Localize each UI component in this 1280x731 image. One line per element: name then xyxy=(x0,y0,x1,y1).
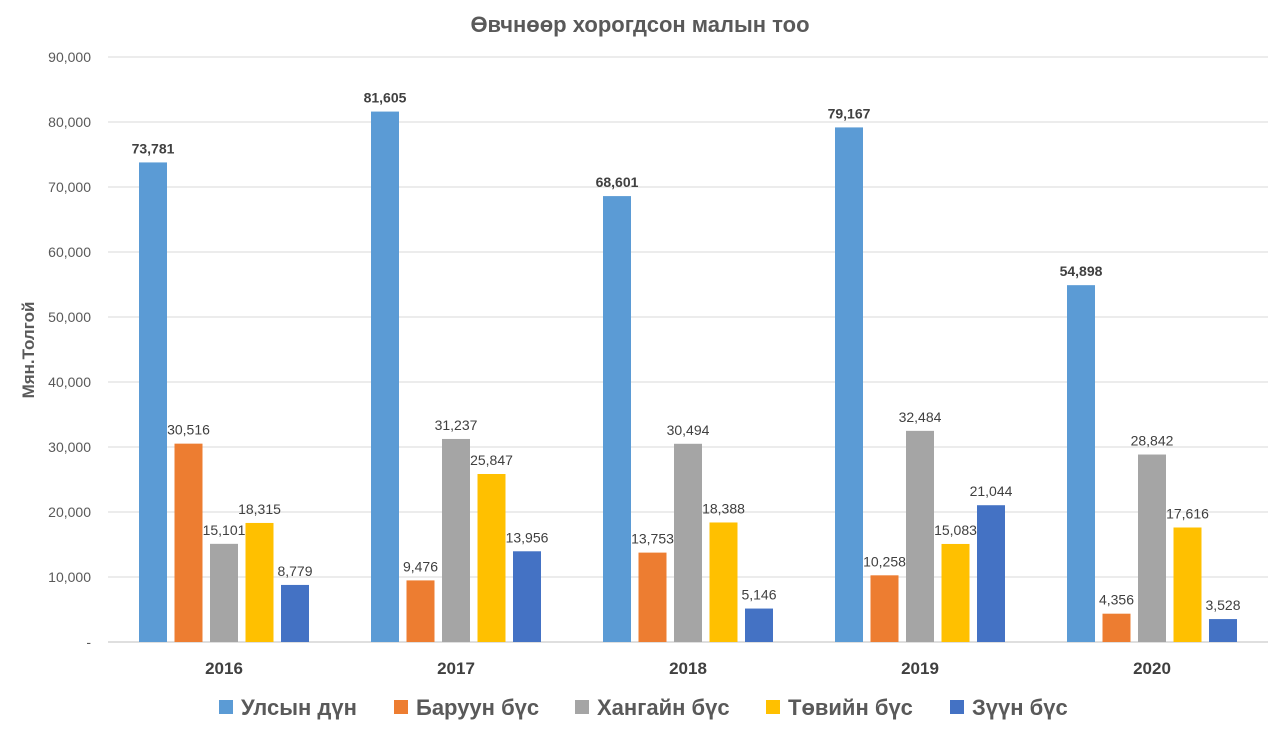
y-axis-label: Мян.Толгой xyxy=(19,302,38,399)
data-label: 30,516 xyxy=(167,422,210,438)
legend-swatch xyxy=(575,700,589,714)
bar xyxy=(1067,285,1095,642)
bar xyxy=(941,543,970,642)
legend-label: Зүүн бүс xyxy=(972,695,1068,720)
x-tick-label: 2016 xyxy=(205,659,243,678)
bar xyxy=(674,443,702,642)
bar xyxy=(870,575,899,642)
y-tick-label: 50,000 xyxy=(48,309,91,325)
data-label: 13,753 xyxy=(631,531,674,547)
data-label: 30,494 xyxy=(667,422,710,438)
data-label: 15,101 xyxy=(203,522,246,538)
x-tick-label: 2017 xyxy=(437,659,475,678)
chart-title: Өвчнөөр хорогдсон малын тоо xyxy=(470,12,809,37)
bar xyxy=(210,543,238,642)
bar xyxy=(977,505,1005,642)
bars xyxy=(139,111,1237,643)
bar xyxy=(1138,454,1166,642)
data-label: 9,476 xyxy=(403,558,438,574)
x-axis-ticks: 2016 2017 2018 2019 2020 xyxy=(205,659,1171,678)
y-tick-label: 20,000 xyxy=(48,504,91,520)
bar xyxy=(371,111,399,642)
data-label: 81,605 xyxy=(364,90,407,106)
data-label: 5,146 xyxy=(741,587,776,603)
y-tick-label: 30,000 xyxy=(48,439,91,455)
bar xyxy=(442,438,470,642)
bar xyxy=(835,127,863,643)
y-axis-ticks: - 10,000 20,000 30,000 40,000 50,000 60,000 70,… xyxy=(48,49,91,650)
data-label: 25,847 xyxy=(470,452,513,468)
y-tick-label: 60,000 xyxy=(48,244,91,260)
data-label: 18,315 xyxy=(238,501,281,517)
data-label: 79,167 xyxy=(828,105,871,121)
bar xyxy=(906,430,934,642)
data-label: 15,083 xyxy=(934,522,977,538)
bar xyxy=(709,522,738,642)
legend-swatch xyxy=(950,700,964,714)
y-tick-label: 90,000 xyxy=(48,49,91,65)
data-label: 3,528 xyxy=(1205,597,1240,613)
bar xyxy=(281,584,309,642)
data-label: 13,956 xyxy=(506,529,549,545)
legend-label: Улсын дүн xyxy=(241,695,357,720)
legend-label: Хангайн бүс xyxy=(597,695,730,720)
bar xyxy=(174,443,203,642)
x-tick-label: 2018 xyxy=(669,659,707,678)
y-tick-label: - xyxy=(86,634,91,650)
data-label: 21,044 xyxy=(970,483,1013,499)
bar xyxy=(406,580,435,642)
bar xyxy=(139,162,167,642)
legend-label: Баруун бүс xyxy=(416,695,539,720)
bar xyxy=(477,473,506,642)
legend-swatch xyxy=(766,700,780,714)
data-label: 32,484 xyxy=(899,409,942,425)
bar xyxy=(245,522,274,642)
legend-swatch xyxy=(219,700,233,714)
bar xyxy=(1173,527,1202,642)
y-tick-label: 40,000 xyxy=(48,374,91,390)
data-label: 28,842 xyxy=(1131,433,1174,449)
y-tick-label: 80,000 xyxy=(48,114,91,130)
data-label: 17,616 xyxy=(1166,505,1209,521)
data-label: 31,237 xyxy=(435,417,478,433)
data-labels: 73,781 30,516 15,101 18,315 8,779 81,605 9,476… xyxy=(132,90,1241,614)
x-tick-label: 2019 xyxy=(901,659,939,678)
bar xyxy=(603,196,631,642)
bar xyxy=(745,608,773,642)
bar xyxy=(513,551,541,642)
data-label: 10,258 xyxy=(863,553,906,569)
x-tick-label: 2020 xyxy=(1133,659,1171,678)
legend: Улсын дүн Баруун бүс Хангайн бүс Төвийн бүс… xyxy=(219,695,1068,720)
gridlines xyxy=(108,56,1268,643)
data-label: 73,781 xyxy=(132,140,175,156)
legend-swatch xyxy=(394,700,408,714)
bar xyxy=(1102,613,1131,642)
data-label: 18,388 xyxy=(702,500,745,516)
legend-label: Төвийн бүс xyxy=(788,695,913,720)
y-tick-label: 10,000 xyxy=(48,569,91,585)
data-label: 54,898 xyxy=(1060,263,1103,279)
data-label: 8,779 xyxy=(277,563,312,579)
bar xyxy=(1209,619,1237,642)
data-label: 68,601 xyxy=(596,174,639,190)
y-tick-label: 70,000 xyxy=(48,179,91,195)
bar xyxy=(638,552,667,642)
data-label: 4,356 xyxy=(1099,592,1134,608)
